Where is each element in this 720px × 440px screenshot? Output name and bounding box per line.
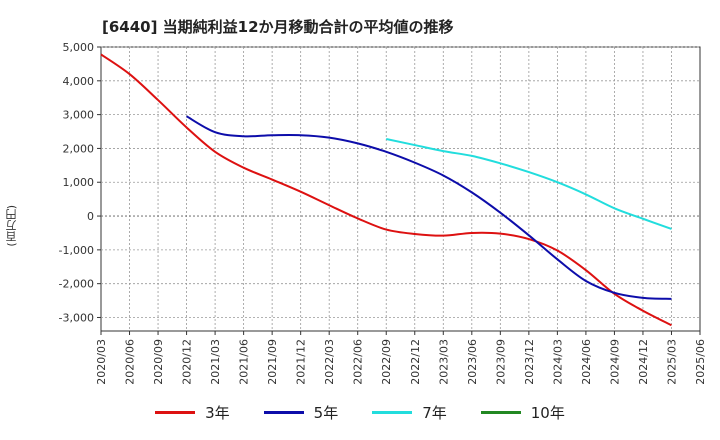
x-tick-label: 2023/03 xyxy=(437,339,450,385)
x-tick-label: 2023/06 xyxy=(466,339,479,385)
x-tick-label: 2024/09 xyxy=(608,339,621,385)
x-tick-label: 2020/03 xyxy=(95,339,108,385)
legend-label-7y: 7年 xyxy=(422,404,447,422)
x-tick-label: 2024/06 xyxy=(580,339,593,385)
x-tick-label: 2022/03 xyxy=(323,339,336,385)
y-tick-label: 0 xyxy=(87,210,94,223)
series-7y-line xyxy=(386,137,672,230)
legend-label-10y: 10年 xyxy=(530,404,565,422)
x-tick-label: 2023/12 xyxy=(523,339,536,385)
plot-area xyxy=(100,46,701,332)
x-tick-label: 2020/09 xyxy=(152,339,165,385)
x-tick-label: 2025/03 xyxy=(665,339,678,385)
legend-label-5y: 5年 xyxy=(313,404,339,422)
series-5y-line xyxy=(186,115,672,300)
legend-swatch-3y xyxy=(155,411,196,414)
x-tick-label: 2022/06 xyxy=(352,339,365,385)
x-tick-label: 2021/12 xyxy=(295,339,308,385)
y-tick-label: -2,000 xyxy=(59,278,94,291)
y-tick-label: 2,000 xyxy=(63,142,95,155)
y-tick-label: 1,000 xyxy=(63,176,95,189)
y-tick-label: -1,000 xyxy=(59,244,94,257)
legend-item-10y: 10年 xyxy=(480,402,565,423)
x-tick-label: 2022/09 xyxy=(380,339,393,385)
legend-item-7y: 7年 xyxy=(372,402,447,423)
x-tick-label: 2022/12 xyxy=(409,339,422,385)
legend-swatch-7y xyxy=(372,411,413,414)
y-tick-label: 5,000 xyxy=(63,41,95,54)
x-tick-label: 2020/12 xyxy=(181,339,194,385)
x-tick-label: 2021/09 xyxy=(266,339,279,385)
x-tick-label: 2024/12 xyxy=(637,339,650,385)
legend-swatch-5y xyxy=(263,411,304,414)
legend-label-3y: 3年 xyxy=(205,404,230,422)
legend-swatch-10y xyxy=(480,411,521,414)
y-tick-label: 3,000 xyxy=(63,109,95,122)
chart-title: [6440] 当期純利益12か月移動合計の平均値の推移 xyxy=(102,18,454,36)
y-tick-label: 4,000 xyxy=(63,75,95,88)
legend-item-5y: 5年 xyxy=(263,402,339,423)
x-tick-label: 2025/06 xyxy=(694,339,707,385)
x-tick-label: 2021/06 xyxy=(238,339,251,385)
x-tick-label: 2023/09 xyxy=(494,339,507,385)
legend-item-3y: 3年 xyxy=(155,402,230,423)
y-tick-label: -3,000 xyxy=(59,311,94,324)
x-tick-label: 2024/03 xyxy=(551,339,564,385)
series-3y-line xyxy=(100,53,672,327)
legend: 3年 5年 7年 10年 xyxy=(0,402,720,423)
x-tick-label: 2020/06 xyxy=(124,339,137,385)
x-tick-label: 2021/03 xyxy=(209,339,222,385)
